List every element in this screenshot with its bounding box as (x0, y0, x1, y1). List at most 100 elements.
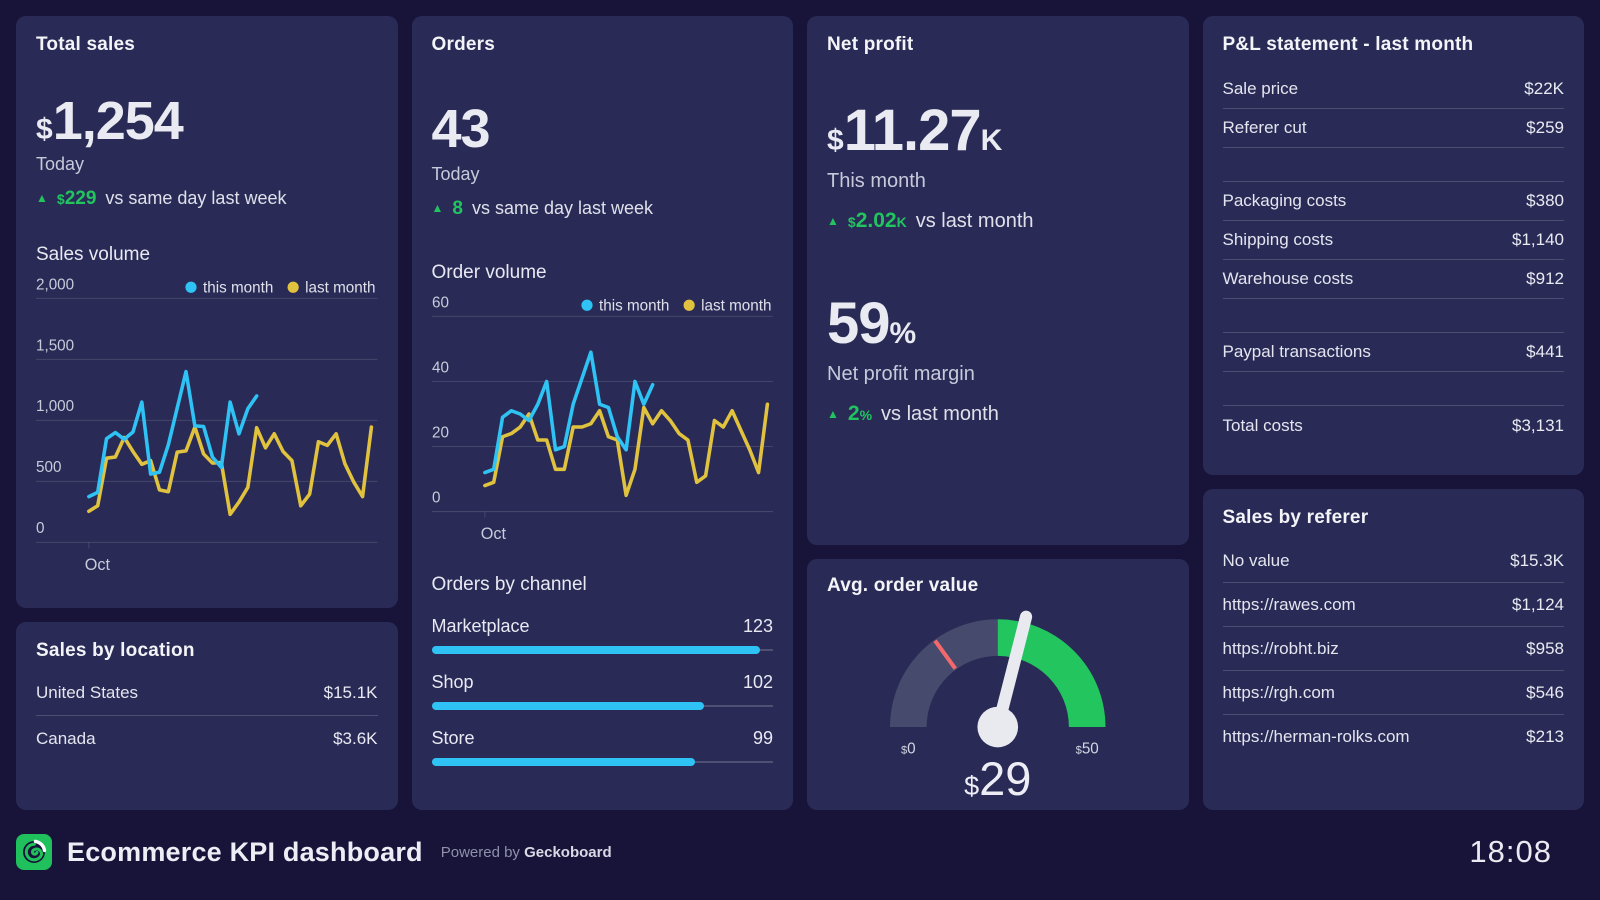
svg-text:Oct: Oct (85, 556, 111, 574)
bar-track (431, 758, 774, 767)
svg-text:40: 40 (432, 359, 449, 376)
svg-text:this month: this month (599, 297, 669, 314)
card-orders: Orders 43 Today ▲ 8 vs same day last wee… (411, 16, 793, 810)
net-profit-margin-block: 59% Net profit margin ▲ 2% vs last month (827, 295, 1169, 426)
row-label: Total costs (1222, 415, 1303, 435)
delta-text: vs same day last week (105, 188, 287, 208)
svg-text:0: 0 (432, 489, 440, 506)
orders-by-channel-bars: Marketplace 123 Shop 102 Store 99 (431, 616, 774, 767)
card-net-profit: Net profit $11.27K This month ▲ $2.02K v… (807, 16, 1189, 545)
gauge-value: $29 (964, 752, 1032, 806)
delta-text: vs last month (915, 210, 1034, 232)
table-row: Total costs $3,131 (1223, 406, 1565, 445)
row-label: United States (36, 682, 139, 702)
delta-row: ▲ $2.02K vs last month (827, 209, 1169, 233)
card-title: Net profit (827, 34, 914, 55)
channel-bar-row: Store 99 (431, 728, 774, 767)
row-value: $259 (1526, 118, 1564, 137)
period-label: Today (431, 164, 480, 184)
sales-volume-line-chart: 0 500 1,000 1,500 2,000 Oct last month this mon… (36, 276, 378, 574)
card-title: Sales by referer (1222, 507, 1369, 528)
location-table: United States $15.1K Canada $3.6K (36, 670, 378, 762)
svg-text:20: 20 (432, 424, 449, 441)
delta-text: vs last month (881, 403, 999, 425)
table-spacer (1222, 148, 1564, 182)
total-sales-value: $1,254 (36, 94, 378, 148)
row-value: $15.3K (1510, 550, 1564, 570)
delta-amount: $2.02K (847, 209, 907, 232)
svg-text:Oct: Oct (480, 525, 506, 543)
section-title: Orders by channel (431, 574, 587, 596)
bar-fill (431, 758, 696, 767)
channel-bar-row: Shop 102 (431, 672, 773, 711)
row-value: $380 (1526, 191, 1564, 210)
row-label: https://rawes.com (1222, 594, 1356, 614)
row-label: Sale price (1222, 79, 1299, 98)
card-sales-by-referer: Sales by referer No value $15.3K https:/… (1202, 489, 1584, 810)
net-profit-value: $11.27K (827, 98, 1003, 163)
svg-text:60: 60 (432, 294, 449, 311)
svg-text:this month: this month (203, 279, 273, 296)
delta-amount: 8 (452, 198, 463, 219)
row-label: Warehouse costs (1222, 269, 1354, 288)
table-row: Referer cut $259 (1222, 109, 1564, 148)
value-amount: 43 (431, 99, 491, 159)
row-value: $15.1K (323, 682, 378, 702)
row-value: $958 (1526, 638, 1564, 658)
row-label: No value (1222, 550, 1290, 570)
dashboard-footer: Ecommerce KPI dashboard Powered by Gecko… (0, 810, 1600, 900)
card-title: Orders (431, 34, 496, 55)
bar-track (431, 646, 774, 655)
svg-text:2,000: 2,000 (36, 276, 74, 293)
row-label: https://robht.biz (1222, 638, 1339, 658)
order-volume-line-chart: 0 20 40 60 Oct last month this month (431, 294, 773, 543)
table-row: Canada $3.6K (36, 716, 378, 762)
delta-row: ▲ 8 vs same day last week (432, 198, 774, 220)
card-avg-order-value: Avg. order value $0 $50 $29 (807, 559, 1189, 810)
table-row: https://rawes.com $1,124 (1222, 583, 1564, 627)
table-row: Shipping costs $1,140 (1222, 221, 1564, 260)
value-amount: 1,254 (52, 91, 184, 151)
period-label: This month (827, 170, 926, 192)
margin-value: 59% (827, 291, 917, 356)
table-row: Warehouse costs $912 (1222, 260, 1564, 299)
table-row: United States $15.1K (36, 670, 378, 716)
up-arrow-icon: ▲ (827, 407, 839, 421)
channel-label: Store (431, 728, 475, 749)
bar-fill (431, 646, 760, 655)
row-label: Canada (36, 729, 96, 748)
row-label: Shipping costs (1222, 230, 1334, 249)
dashboard-title: Ecommerce KPI dashboard (67, 836, 423, 867)
row-label: https://herman-rolks.com (1222, 727, 1410, 746)
section-title: Order volume (431, 262, 547, 283)
row-label: Referer cut (1222, 118, 1307, 137)
referer-table: No value $15.3K https://rawes.com $1,124… (1222, 539, 1564, 759)
row-value: $546 (1526, 682, 1564, 702)
section-title: Sales volume (36, 244, 151, 265)
avg-order-value-gauge: $0 $50 (890, 610, 1106, 755)
delta-amount: $229 (56, 188, 97, 209)
up-arrow-icon: ▲ (431, 201, 444, 215)
delta-amount: 2% (847, 402, 873, 425)
channel-label: Shop (431, 672, 474, 693)
channel-value: 102 (742, 672, 773, 693)
card-title: Sales by location (36, 640, 195, 661)
table-row: https://robht.biz $958 (1222, 627, 1564, 671)
row-value: $912 (1526, 269, 1564, 288)
up-arrow-icon: ▲ (827, 214, 839, 228)
margin-label: Net profit margin (827, 363, 975, 385)
pnl-table: Sale price $22K Referer cut $259 Packagi… (1222, 70, 1565, 445)
card-title: Total sales (36, 34, 135, 55)
table-row: Paypal transactions $441 (1222, 333, 1564, 372)
channel-bar-row: Marketplace 123 (431, 616, 774, 655)
table-row: Packaging costs $380 (1222, 182, 1564, 221)
table-row: https://rgh.com $546 (1222, 671, 1564, 715)
row-label: Paypal transactions (1222, 342, 1371, 361)
svg-text:500: 500 (36, 459, 61, 476)
bar-fill (431, 702, 704, 711)
delta-row: ▲ $229 vs same day last week (36, 188, 378, 210)
row-value: $22K (1524, 79, 1564, 98)
channel-label: Marketplace (431, 616, 530, 637)
card-title: Avg. order value (827, 575, 979, 596)
delta-row: ▲ 2% vs last month (827, 402, 1169, 426)
